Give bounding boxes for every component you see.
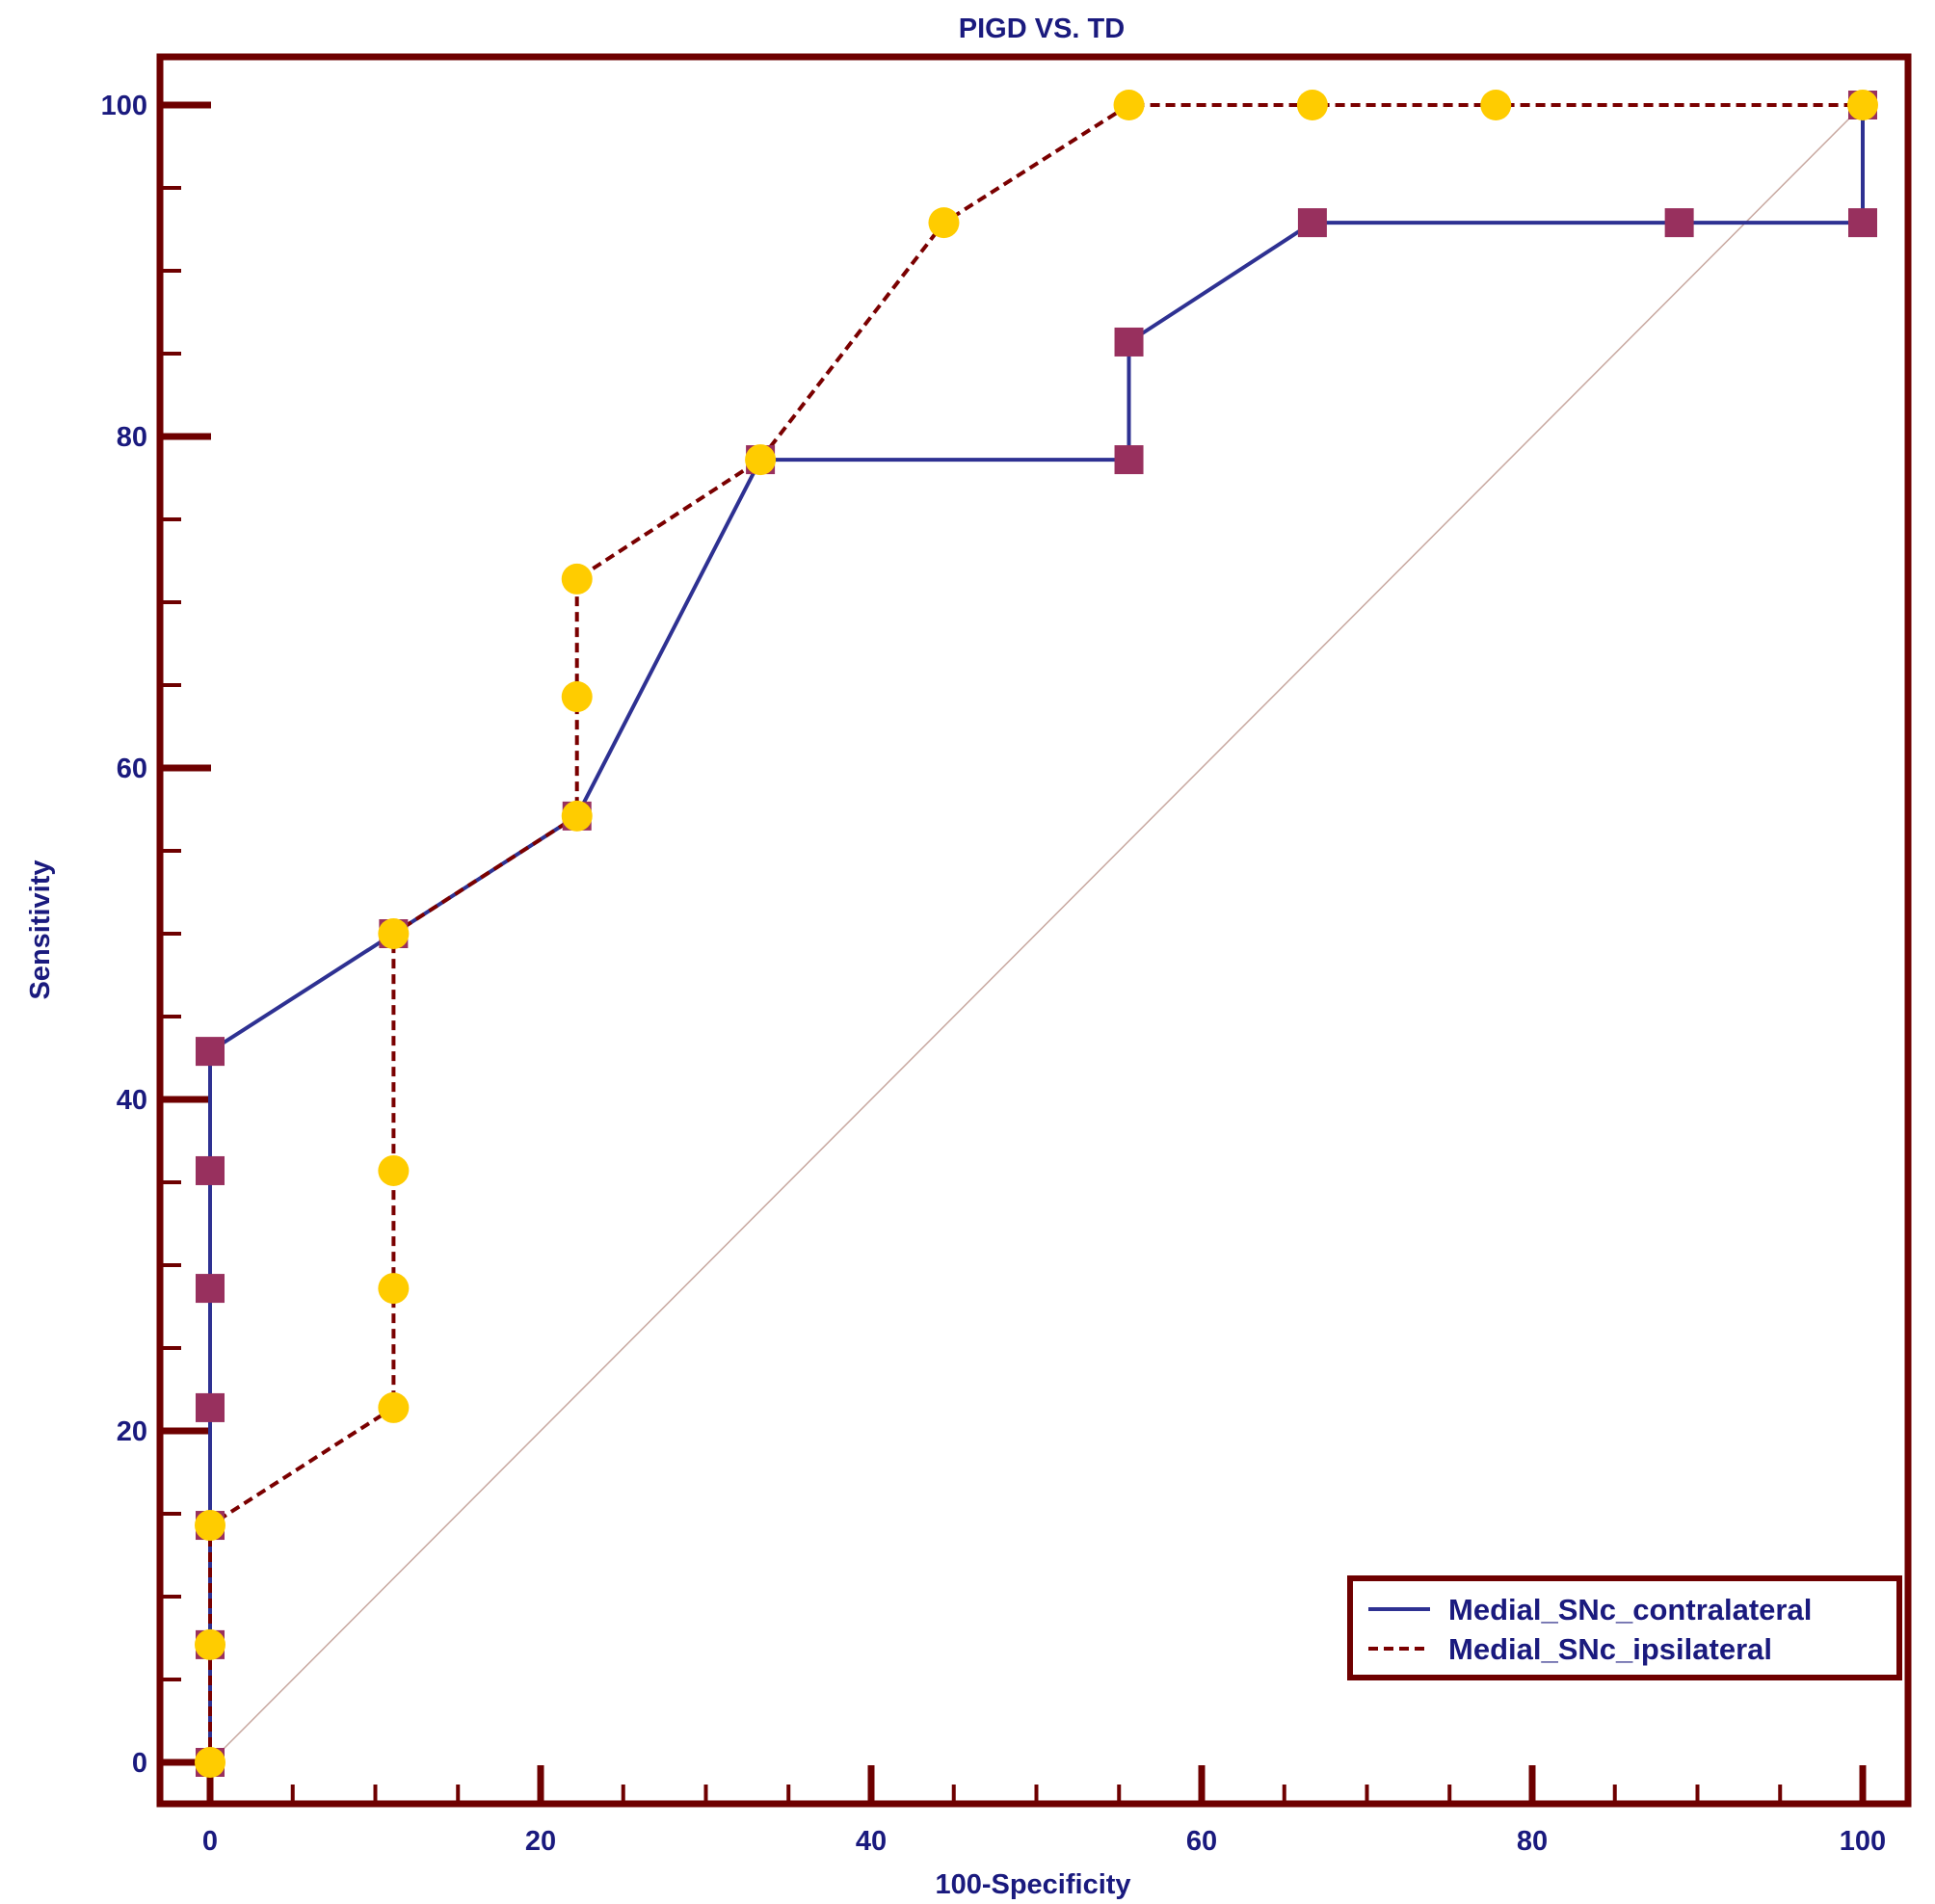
chart-title: PIGD VS. TD <box>959 13 1125 44</box>
data-point-contralateral <box>196 1274 225 1304</box>
data-point-ipsilateral <box>745 444 777 476</box>
y-tick-label: 20 <box>117 1416 147 1447</box>
data-point-contralateral <box>1114 445 1144 475</box>
x-tick-label: 100 <box>1840 1826 1886 1857</box>
data-point-ipsilateral <box>378 1154 410 1186</box>
legend-box <box>1347 1575 1902 1680</box>
data-point-ipsilateral <box>378 918 410 949</box>
data-point-ipsilateral <box>1296 90 1328 120</box>
y-tick-label: 100 <box>101 91 147 121</box>
data-point-contralateral <box>196 1155 225 1185</box>
data-point-ipsilateral <box>928 207 960 239</box>
series-line-ipsilateral <box>208 103 1863 1762</box>
data-point-contralateral <box>1664 208 1694 238</box>
x-axis-title: 100-Specificity <box>935 1869 1130 1900</box>
legend-label-ipsilateral: Medial_SNc_ipsilateral <box>1448 1632 1772 1666</box>
x-tick-label: 80 <box>1517 1826 1548 1857</box>
x-tick-label: 40 <box>856 1826 887 1857</box>
data-point-ipsilateral <box>1480 90 1512 120</box>
y-tick-label: 0 <box>132 1748 147 1779</box>
x-tick-label: 20 <box>525 1826 556 1857</box>
x-tick-label: 60 <box>1186 1826 1217 1857</box>
y-tick-label: 40 <box>117 1085 147 1116</box>
reference-diagonal <box>209 104 1864 1763</box>
data-point-contralateral <box>1297 208 1327 238</box>
data-point-ipsilateral <box>1847 90 1878 120</box>
data-point-ipsilateral <box>195 1628 225 1660</box>
data-point-contralateral <box>196 1037 225 1067</box>
y-tick-label: 60 <box>117 754 147 784</box>
legend-label-contralateral: Medial_SNc_contralateral <box>1448 1593 1812 1626</box>
data-point-ipsilateral <box>561 563 593 595</box>
data-point-ipsilateral <box>195 1747 225 1778</box>
data-point-contralateral <box>1848 208 1877 238</box>
y-axis-title: Sensitivity <box>25 859 56 999</box>
x-tick-label: 0 <box>202 1826 218 1857</box>
data-point-contralateral <box>1114 327 1144 357</box>
data-point-ipsilateral <box>1113 90 1145 120</box>
plot-frame <box>156 53 1912 1808</box>
data-point-ipsilateral <box>561 681 593 713</box>
data-point-ipsilateral <box>378 1391 410 1423</box>
data-point-ipsilateral <box>561 800 593 832</box>
y-tick-label: 80 <box>117 422 147 453</box>
data-point-ipsilateral <box>195 1510 225 1542</box>
legend: Medial_SNc_contralateral Medial_SNc_ipsi… <box>1347 1575 1902 1680</box>
data-point-contralateral <box>196 1392 225 1422</box>
data-point-ipsilateral <box>378 1273 410 1305</box>
